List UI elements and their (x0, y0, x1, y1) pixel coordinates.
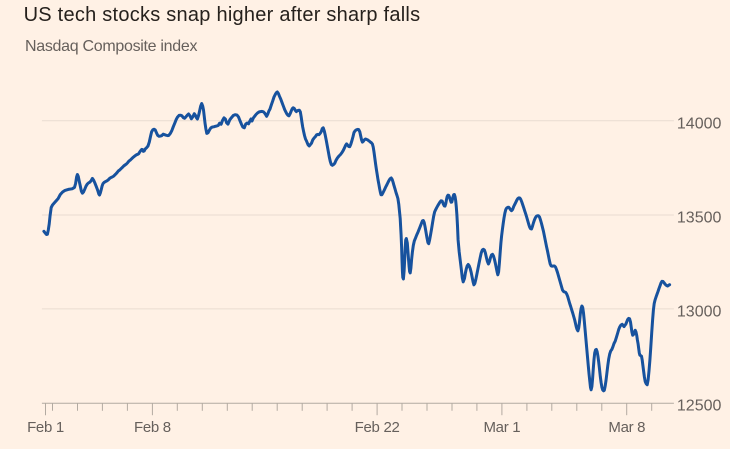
svg-text:13000: 13000 (677, 303, 722, 320)
svg-text:12500: 12500 (677, 398, 722, 415)
svg-text:Mar 1: Mar 1 (483, 419, 520, 436)
svg-text:Feb 8: Feb 8 (134, 419, 171, 436)
svg-text:Feb 1: Feb 1 (27, 419, 64, 436)
svg-text:14000: 14000 (677, 115, 722, 132)
svg-text:Feb 22: Feb 22 (355, 419, 400, 436)
svg-text:Mar 8: Mar 8 (608, 419, 645, 436)
svg-text:13500: 13500 (677, 210, 722, 227)
